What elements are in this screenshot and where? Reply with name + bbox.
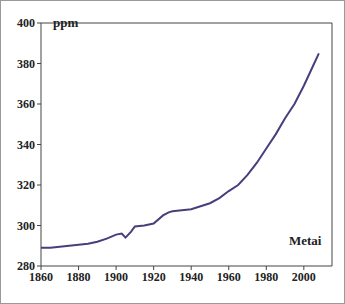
svg-text:360: 360 (17, 97, 35, 111)
svg-text:1980: 1980 (254, 270, 278, 284)
svg-text:1920: 1920 (142, 270, 166, 284)
svg-text:1880: 1880 (67, 270, 91, 284)
svg-text:2000: 2000 (292, 270, 316, 284)
svg-text:380: 380 (17, 57, 35, 71)
svg-text:1900: 1900 (104, 270, 128, 284)
svg-text:1940: 1940 (179, 270, 203, 284)
html-text:Metai: Metai (289, 233, 322, 248)
svg-text:280: 280 (17, 259, 35, 273)
svg-text:1860: 1860 (29, 269, 53, 284)
html-text:ppm: ppm (53, 15, 79, 30)
svg-text:300: 300 (17, 219, 35, 233)
svg-text:340: 340 (17, 138, 35, 152)
svg-text:320: 320 (17, 178, 35, 192)
svg-text:400: 400 (17, 16, 35, 30)
svg-text:1960: 1960 (217, 270, 241, 284)
